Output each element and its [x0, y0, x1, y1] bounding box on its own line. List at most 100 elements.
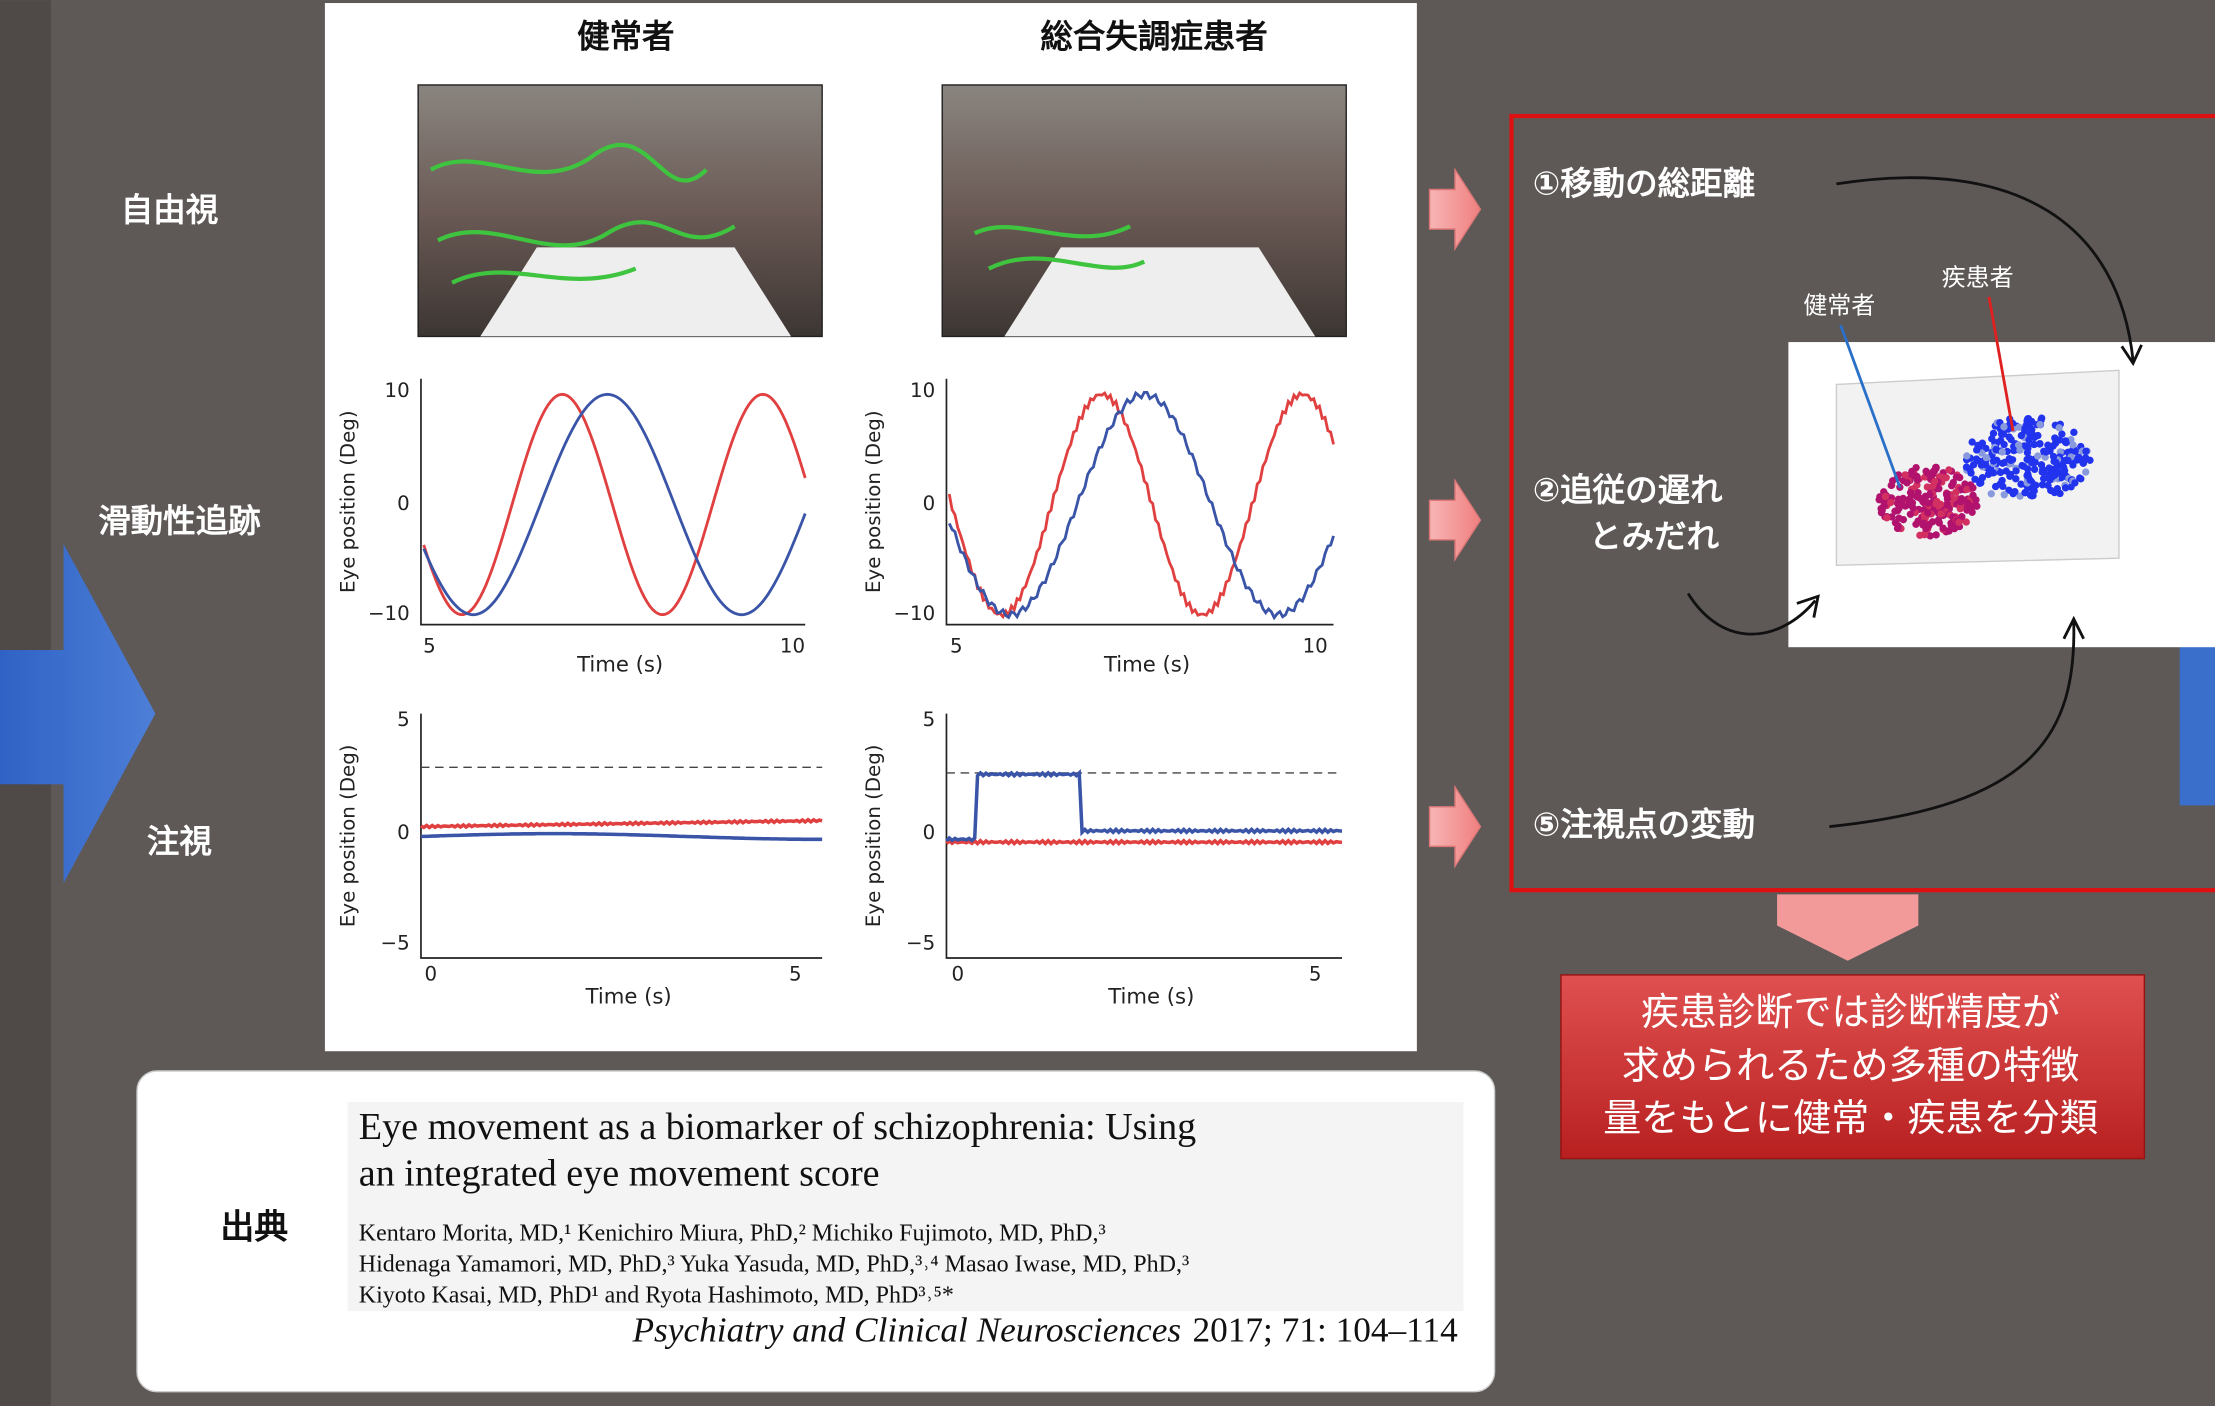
scatter-point — [1883, 514, 1890, 521]
scatter-point — [2062, 484, 2069, 491]
x-tick-label: 0 — [951, 962, 964, 985]
citation-authors: Kiyoto Kasai, MD, PhD¹ and Ryota Hashimo… — [359, 1283, 954, 1309]
scatter-point — [1943, 491, 1950, 498]
scatter-point — [2021, 489, 2028, 496]
scatter-label: 健常者 — [1803, 292, 1875, 320]
x-tick-label: 0 — [425, 962, 438, 985]
scatter-point — [1979, 440, 1986, 447]
scatter-point — [2071, 479, 2078, 486]
scatter-point — [2031, 441, 2038, 448]
row-label: 自由視 — [121, 191, 219, 229]
scatter-point — [1912, 521, 1919, 528]
scatter-point — [1990, 469, 1997, 476]
x-tick-label: 5 — [789, 962, 802, 985]
y-tick-label: 5 — [923, 708, 936, 731]
scatter-point — [2052, 440, 2059, 447]
x-axis-label: Time (s) — [576, 652, 663, 677]
scatter-point — [2052, 459, 2059, 466]
scatter-point — [2023, 472, 2030, 479]
scatter-point — [2062, 437, 2069, 444]
scatter-label: 疾患者 — [1942, 264, 2014, 292]
scatter-point — [1887, 499, 1894, 506]
scatter-point — [2061, 467, 2068, 474]
citation-label: 出典 — [220, 1208, 288, 1247]
scatter-point — [1932, 464, 1939, 471]
slide: 自由視滑動性追跡注視健常者総合失調症患者100−10510Time (s)Eye… — [0, 0, 2215, 1406]
scatter-point — [1931, 478, 1938, 485]
scatter-point — [1998, 430, 2005, 437]
scatter-point — [2077, 475, 2084, 482]
y-tick-label: 5 — [397, 708, 410, 731]
scatter-point — [1956, 474, 1963, 481]
scatter-point — [2070, 429, 2077, 436]
scatter-point — [1943, 474, 1950, 481]
scatter-point — [1963, 452, 1970, 459]
y-axis-label: Eye position (Deg) — [336, 410, 359, 593]
scatter-point — [2080, 459, 2087, 466]
scatter-point — [1899, 495, 1906, 502]
scatter-point — [1999, 460, 2006, 467]
scatter-point — [2011, 488, 2018, 495]
x-tick-label: 5 — [950, 635, 963, 658]
scatter-point — [1970, 461, 1977, 468]
scatter-point — [2064, 457, 2071, 464]
scatter-point — [2044, 482, 2051, 489]
y-tick-label: −5 — [906, 931, 935, 954]
y-tick-label: −10 — [893, 602, 935, 625]
y-tick-label: −5 — [381, 931, 410, 954]
feature-arrow — [1430, 481, 1481, 560]
scatter-point — [1906, 499, 1913, 506]
page: {"row_labels":["自由視","滑動性追跡","注視"], "col… — [0, 0, 2215, 1406]
scatter-point — [2024, 449, 2031, 456]
scatter-point — [2018, 432, 2025, 439]
scatter-point — [1957, 498, 1964, 505]
scatter-point — [1988, 490, 1995, 497]
column-header: 総合失調症患者 — [1040, 17, 1267, 55]
y-tick-label: 10 — [385, 379, 410, 402]
scatter-point — [1945, 527, 1952, 534]
scatter-grid — [1836, 370, 2119, 565]
scatter-point — [1902, 471, 1909, 478]
scatter-point — [1996, 480, 2003, 487]
journal-name: Psychiatry and Clinical Neurosciences — [632, 1311, 1182, 1350]
scatter-point — [2042, 448, 2049, 455]
scatter-point — [1976, 478, 1983, 485]
scatter-point — [1957, 505, 1964, 512]
citation-title: an integrated eye movement score — [359, 1153, 880, 1195]
conclusion-text: 求められるため多種の特徴 — [1622, 1044, 2080, 1088]
y-tick-label: 0 — [923, 492, 936, 515]
scatter-point — [1964, 499, 1971, 506]
trace — [946, 841, 1342, 844]
citation-journal: Psychiatry and Clinical Neurosciences201… — [632, 1311, 1459, 1350]
row-label: 滑動性追跡 — [98, 502, 261, 540]
scatter-point — [1978, 461, 1985, 468]
scatter-point — [1945, 466, 1952, 473]
column-header: 健常者 — [577, 17, 674, 55]
scatter-point — [2038, 415, 2045, 422]
feature-label: ①移動の総距離 — [1533, 164, 1755, 202]
scatter-point — [1983, 454, 1990, 461]
feature-arrow — [1430, 787, 1481, 866]
y-tick-label: 0 — [397, 492, 410, 515]
scatter-point — [2039, 466, 2046, 473]
scatter-point — [1894, 525, 1901, 532]
scatter-point — [2001, 491, 2008, 498]
x-axis-label: Time (s) — [1103, 652, 1190, 677]
y-axis-label: Eye position (Deg) — [862, 745, 885, 928]
scatter-point — [1943, 500, 1950, 507]
scatter-point — [2082, 448, 2089, 455]
scatter-point — [1990, 430, 1997, 437]
scatter-point — [2024, 443, 2031, 450]
scatter-point — [2082, 468, 2089, 475]
x-tick-label: 5 — [1309, 962, 1322, 985]
scatter-point — [1963, 463, 1970, 470]
x-tick-label: 10 — [780, 635, 805, 658]
right-arrow — [2180, 622, 2215, 806]
scatter-point — [2045, 473, 2052, 480]
scatter-point — [2031, 466, 2038, 473]
scatter-point — [1916, 532, 1923, 539]
scatter-point — [1937, 510, 1944, 517]
scatter-point — [2000, 441, 2007, 448]
citation-title: Eye movement as a biomarker of schizophr… — [359, 1106, 1196, 1148]
scatter-point — [1878, 509, 1885, 516]
